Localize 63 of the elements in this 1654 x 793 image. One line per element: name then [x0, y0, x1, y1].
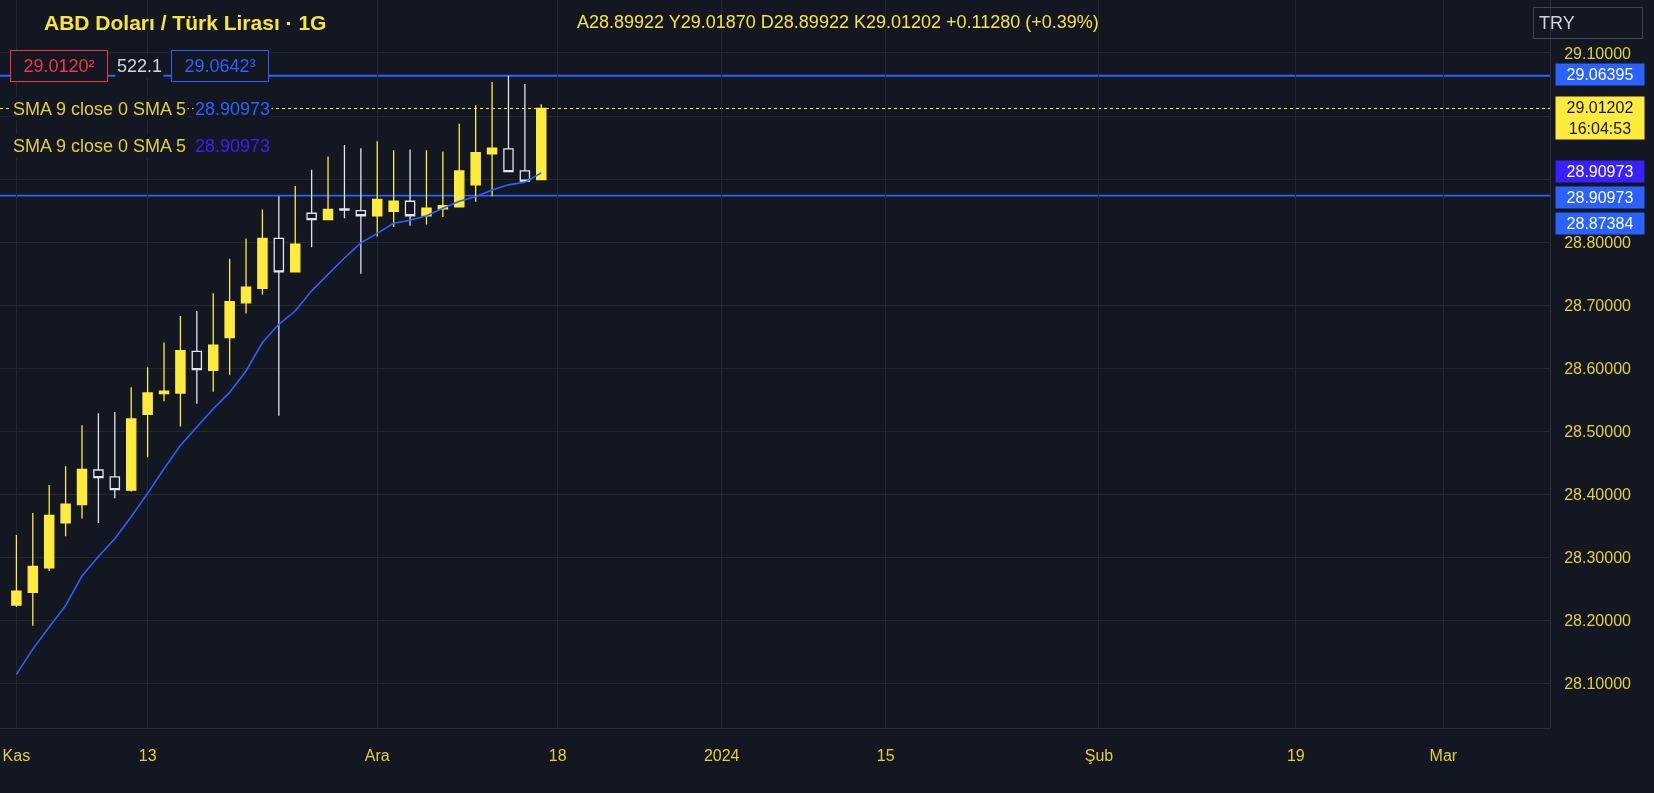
- x-tick-label: Şub: [1084, 747, 1114, 765]
- candlestick: [306, 169, 317, 248]
- y-tick-label: 28.60000: [1564, 360, 1632, 378]
- ref-line-label: 29.06395: [1566, 66, 1634, 83]
- candlestick: [207, 292, 219, 393]
- candlestick: [125, 386, 137, 493]
- text: 28.90973: [1566, 163, 1634, 180]
- candlestick: [322, 155, 334, 221]
- annotation: 522.1: [117, 56, 163, 76]
- candlestick: [273, 195, 285, 417]
- ref-line-label: 28.87384: [1566, 215, 1634, 232]
- candlestick: [240, 237, 252, 315]
- x-tick-label: Mar: [1429, 747, 1458, 765]
- y-tick-label: 28.70000: [1564, 296, 1632, 314]
- x-tick-label: 18: [548, 747, 567, 765]
- candlestick: [372, 140, 383, 238]
- y-tick-label: 29.10000: [1564, 44, 1632, 62]
- candlestick: [519, 83, 531, 182]
- x-tick-label: 15: [876, 747, 895, 765]
- annotation: 29.0642³: [184, 56, 256, 76]
- candlestick: [109, 411, 121, 500]
- candlestick: [175, 315, 186, 428]
- y-tick-label: 28.80000: [1564, 233, 1632, 251]
- annotation: SMA 9 close 0 SMA 5: [13, 136, 187, 156]
- candlestick: [454, 123, 465, 208]
- annotation: 28.90973: [195, 136, 271, 156]
- candlestick: [339, 144, 350, 219]
- text: ABD Doları / Türk Lirası · 1G: [44, 11, 327, 35]
- x-tick-label: 13: [138, 747, 157, 765]
- candlestick: [388, 149, 399, 228]
- annotation: 29.0120²: [23, 56, 95, 76]
- y-tick-label: 28.10000: [1564, 675, 1632, 693]
- y-tick-label: 28.20000: [1564, 612, 1632, 630]
- x-tick-label: 19: [1286, 747, 1305, 765]
- text: A28.89922 Y29.01870 D28.89922 K29.01202 +0.11280 (+0.39%): [577, 12, 1099, 32]
- candlestick: [355, 147, 367, 275]
- candlestick: [142, 366, 153, 459]
- text: 28.90973: [1566, 189, 1634, 206]
- candlestick: [43, 484, 55, 572]
- candlestick: [421, 149, 432, 226]
- candlestick: [503, 75, 514, 173]
- candlestick: [60, 465, 71, 537]
- candlestick: [257, 208, 268, 296]
- candlestick: [93, 412, 104, 524]
- annotation: TRY: [1539, 13, 1575, 33]
- candlestick: [27, 512, 39, 627]
- candlestick: [158, 341, 170, 402]
- candlestick: [76, 424, 88, 520]
- candlestick: [191, 310, 203, 405]
- annotation: 28.90973: [195, 99, 271, 119]
- candlestick: [290, 185, 301, 273]
- candlestick: [437, 150, 449, 218]
- ref-line-label: 29.01202 16:04:53: [1566, 99, 1634, 137]
- candlestick: [11, 534, 22, 608]
- annotation: SMA 9 close 0 SMA 5: [13, 99, 187, 119]
- y-tick-label: 28.30000: [1564, 549, 1632, 567]
- y-tick-label: 28.50000: [1564, 423, 1632, 441]
- x-tick-label: Kas: [2, 747, 31, 765]
- x-tick-label: Ara: [364, 747, 390, 765]
- candlestick: [404, 148, 416, 227]
- y-tick-label: 28.40000: [1564, 486, 1632, 504]
- candlestick: [224, 258, 235, 376]
- x-tick-label: 2024: [703, 747, 740, 765]
